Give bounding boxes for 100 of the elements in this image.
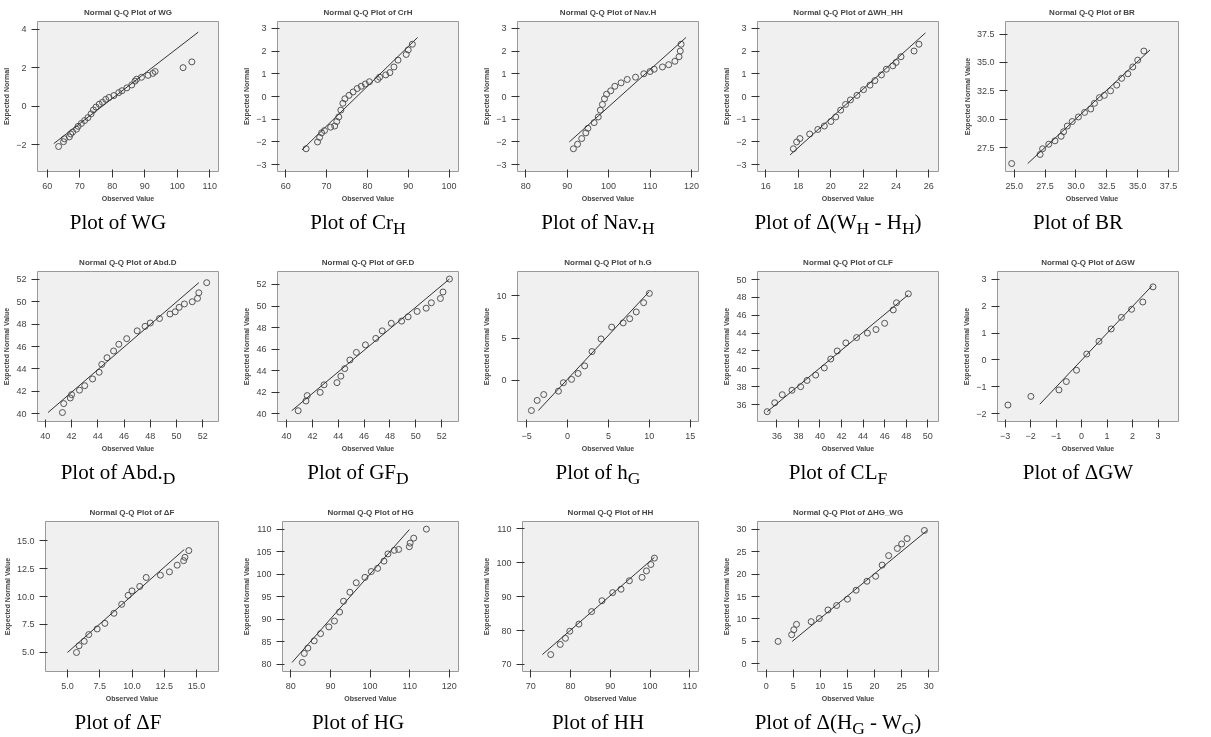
point xyxy=(833,347,841,355)
point xyxy=(568,375,576,383)
x-tick-label: 5 xyxy=(790,680,796,691)
point xyxy=(788,386,796,394)
point xyxy=(843,595,851,603)
y-tick-label: 90 xyxy=(501,591,512,602)
point xyxy=(547,651,555,659)
y-tick-label: 48 xyxy=(16,319,27,330)
y-tick-label: 5.0 xyxy=(21,647,35,658)
y-tick-label: −2 xyxy=(496,136,507,147)
x-tick-label: 0 xyxy=(763,680,769,691)
point xyxy=(166,310,174,318)
point xyxy=(574,140,582,148)
point xyxy=(588,608,596,616)
chart-title: Normal Q-Q Plot of WG xyxy=(84,7,172,17)
text: Plot of HH xyxy=(550,709,646,735)
point xyxy=(863,577,871,585)
y-tick-label: 2 xyxy=(741,46,747,57)
point xyxy=(600,95,608,103)
point xyxy=(1128,305,1136,313)
point xyxy=(333,379,341,387)
x-tick-label: 40 xyxy=(281,430,292,441)
point xyxy=(439,288,447,296)
point xyxy=(1004,401,1012,409)
x-tick-label: 5.0 xyxy=(61,680,74,691)
y-tick-label: 25 xyxy=(736,546,747,557)
point xyxy=(98,360,106,368)
point xyxy=(611,82,619,90)
x-tick-label: 52 xyxy=(197,430,208,441)
x-tick-label: 38 xyxy=(793,430,804,441)
y-tick-label: 105 xyxy=(256,546,272,557)
point xyxy=(1139,298,1147,306)
y-tick-label: 90 xyxy=(261,614,272,625)
point xyxy=(892,299,900,307)
y-tick-label: 0 xyxy=(501,375,507,386)
point xyxy=(675,53,683,61)
point xyxy=(1095,94,1103,102)
point xyxy=(105,93,113,101)
y-tick-label: 3 xyxy=(501,23,507,34)
x-tick-label: 35.0 xyxy=(1128,180,1147,191)
point xyxy=(625,577,633,585)
point xyxy=(1027,392,1035,400)
point xyxy=(617,585,625,593)
point xyxy=(171,308,179,316)
point xyxy=(892,58,900,66)
x-tick-label: 42 xyxy=(836,430,847,441)
point xyxy=(645,289,653,297)
point xyxy=(302,397,310,405)
point xyxy=(118,600,126,608)
point xyxy=(797,383,805,391)
point xyxy=(872,326,880,334)
y-tick-label: 12.5 xyxy=(16,563,35,574)
point xyxy=(98,98,106,106)
point xyxy=(872,572,880,580)
point xyxy=(103,354,111,362)
point xyxy=(66,394,74,402)
point xyxy=(310,637,318,645)
point xyxy=(833,601,841,609)
x-tick-label: 50 xyxy=(171,430,182,441)
x-tick-label: 1 xyxy=(1104,430,1110,441)
x-tick-label: 42 xyxy=(307,430,318,441)
x-tick-label: 30 xyxy=(923,680,934,691)
x-tick-label: 46 xyxy=(119,430,130,441)
point xyxy=(203,279,211,287)
point xyxy=(647,561,655,568)
point xyxy=(445,275,453,283)
y-tick-label: 44 xyxy=(256,365,267,376)
y-tick-label: 44 xyxy=(16,363,27,374)
chart-title: Normal Q-Q Plot of ΔHG_WG xyxy=(792,507,904,517)
point xyxy=(554,387,562,395)
point xyxy=(578,135,586,143)
y-tick-label: 100 xyxy=(256,569,272,580)
point xyxy=(361,341,369,349)
point xyxy=(527,407,535,415)
point xyxy=(815,615,823,622)
point xyxy=(101,619,109,627)
x-tick-label: 2 xyxy=(1130,430,1136,441)
point xyxy=(346,588,354,596)
point xyxy=(877,71,885,79)
x-tick-label: 100 xyxy=(362,680,378,691)
point xyxy=(903,535,911,543)
point xyxy=(173,561,181,569)
point xyxy=(298,659,306,666)
point xyxy=(1100,91,1108,99)
point xyxy=(118,87,126,95)
point xyxy=(142,573,150,581)
x-tick-label: 5 xyxy=(605,430,611,441)
x-tick-label: 100 xyxy=(601,180,617,191)
point xyxy=(195,289,203,297)
point xyxy=(814,125,822,133)
point xyxy=(793,138,801,146)
y-tick-label: 3 xyxy=(261,23,267,34)
point xyxy=(658,63,666,71)
point xyxy=(650,65,658,73)
x-tick-label: 15 xyxy=(685,430,696,441)
y-tick-label: 40 xyxy=(736,363,747,374)
x-tick-label: 120 xyxy=(441,680,457,691)
x-tick-label: 90 xyxy=(605,680,616,691)
point xyxy=(837,106,845,114)
x-tick-label: 10 xyxy=(815,680,826,691)
